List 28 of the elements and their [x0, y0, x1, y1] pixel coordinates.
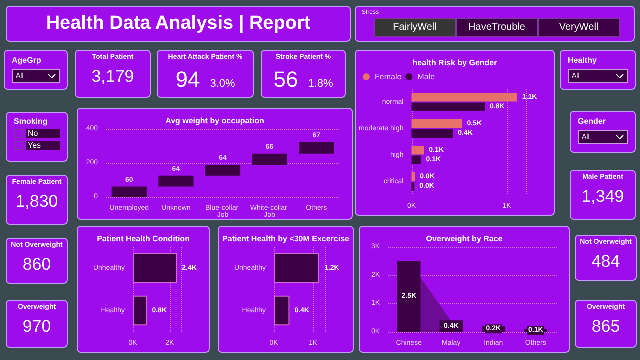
- text: Smoking: [14, 117, 49, 126]
- text: 3,179: [92, 67, 134, 87]
- text: 970: [22, 317, 52, 337]
- text: VeryWell: [538, 18, 620, 37]
- text: FairlyWell: [374, 18, 456, 37]
- text: 94: [176, 67, 200, 93]
- text: 865: [592, 317, 620, 337]
- text: Health Data Analysis | Report: [7, 7, 350, 41]
- text: HaveTrouble: [456, 18, 538, 37]
- chart-title: Overweight by Race: [426, 234, 504, 244]
- text: 1,830: [16, 192, 58, 212]
- legend-label: Male: [418, 72, 436, 82]
- text: 1.8%: [308, 78, 334, 90]
- text: 860: [22, 255, 52, 275]
- text: 484: [592, 252, 620, 272]
- text: 3.0%: [210, 78, 236, 90]
- text: 56: [274, 67, 298, 93]
- text: Healthy: [568, 56, 598, 65]
- text: Gender: [578, 117, 608, 126]
- chart-title: Avg weight by occupation: [166, 116, 265, 126]
- text: No: [26, 129, 60, 138]
- legend-label: Female: [375, 72, 402, 82]
- text: AgeGrp: [12, 56, 42, 65]
- chart-title: health Risk by Gender: [412, 58, 498, 68]
- text: Yes: [26, 141, 60, 150]
- chart-title: Patient Health by <30M Excercise: [222, 234, 350, 244]
- text: 1,349: [582, 187, 624, 207]
- chart-title: Patient Health Condition: [97, 234, 190, 244]
